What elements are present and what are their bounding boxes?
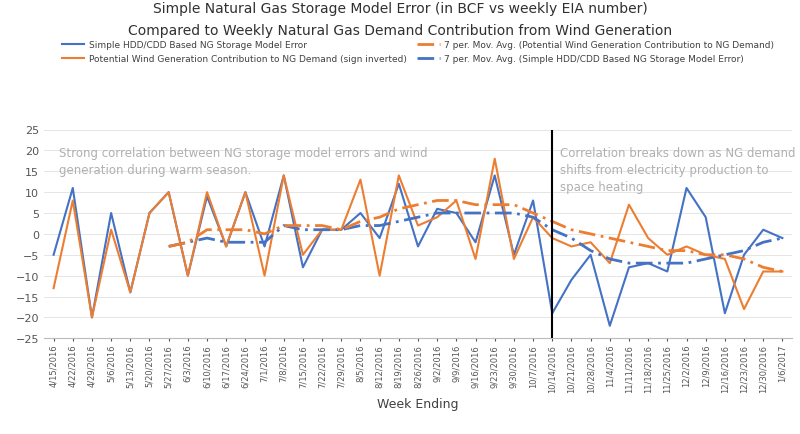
Text: Simple Natural Gas Storage Model Error (in BCF vs weekly EIA number): Simple Natural Gas Storage Model Error (… <box>153 2 647 16</box>
Legend: Simple HDD/CDD Based NG Storage Model Error, Potential Wind Generation Contribut: Simple HDD/CDD Based NG Storage Model Er… <box>58 38 778 67</box>
Text: Strong correlation between NG storage model errors and wind
generation during wa: Strong correlation between NG storage mo… <box>59 147 428 177</box>
X-axis label: Week Ending: Week Ending <box>378 398 458 411</box>
Text: Correlation breaks down as NG demand
shifts from electricity production to
space: Correlation breaks down as NG demand shi… <box>560 147 795 194</box>
Text: Compared to Weekly Natural Gas Demand Contribution from Wind Generation: Compared to Weekly Natural Gas Demand Co… <box>128 24 672 38</box>
